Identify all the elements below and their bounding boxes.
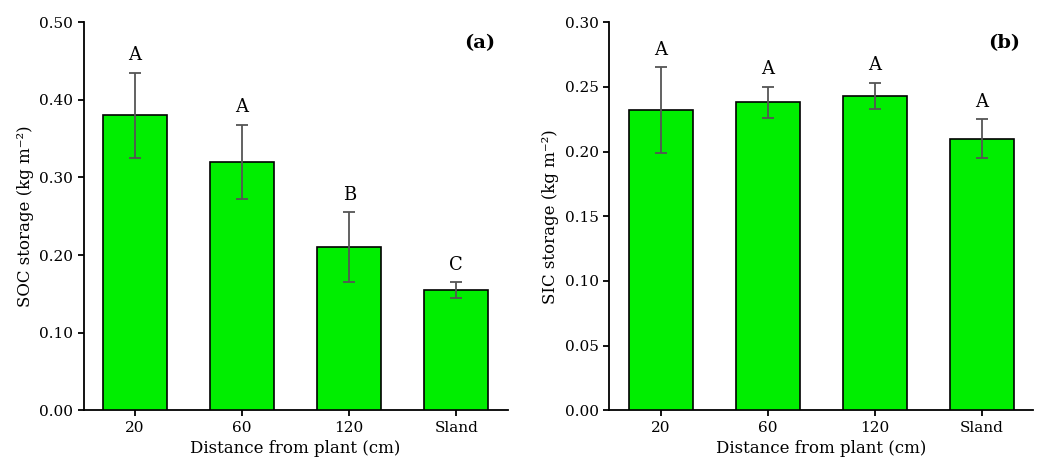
Bar	[103, 115, 167, 410]
Text: A: A	[868, 56, 881, 74]
Bar	[317, 247, 381, 410]
Y-axis label: SIC storage (kg m⁻²): SIC storage (kg m⁻²)	[543, 129, 560, 304]
Text: A: A	[128, 46, 142, 64]
Text: (b): (b)	[989, 34, 1021, 52]
Bar	[950, 138, 1014, 410]
Text: (a): (a)	[464, 34, 495, 52]
Y-axis label: SOC storage (kg m⁻²): SOC storage (kg m⁻²)	[17, 126, 34, 307]
Text: A: A	[975, 93, 988, 110]
Bar	[843, 96, 907, 410]
Text: B: B	[342, 186, 356, 204]
Bar	[424, 290, 488, 410]
Text: A: A	[761, 60, 774, 78]
X-axis label: Distance from plant (cm): Distance from plant (cm)	[190, 440, 401, 457]
X-axis label: Distance from plant (cm): Distance from plant (cm)	[716, 440, 926, 457]
Bar	[629, 110, 693, 410]
Bar	[210, 162, 274, 410]
Text: A: A	[654, 41, 667, 59]
Text: A: A	[235, 98, 249, 116]
Text: C: C	[449, 255, 463, 273]
Bar	[736, 102, 800, 410]
